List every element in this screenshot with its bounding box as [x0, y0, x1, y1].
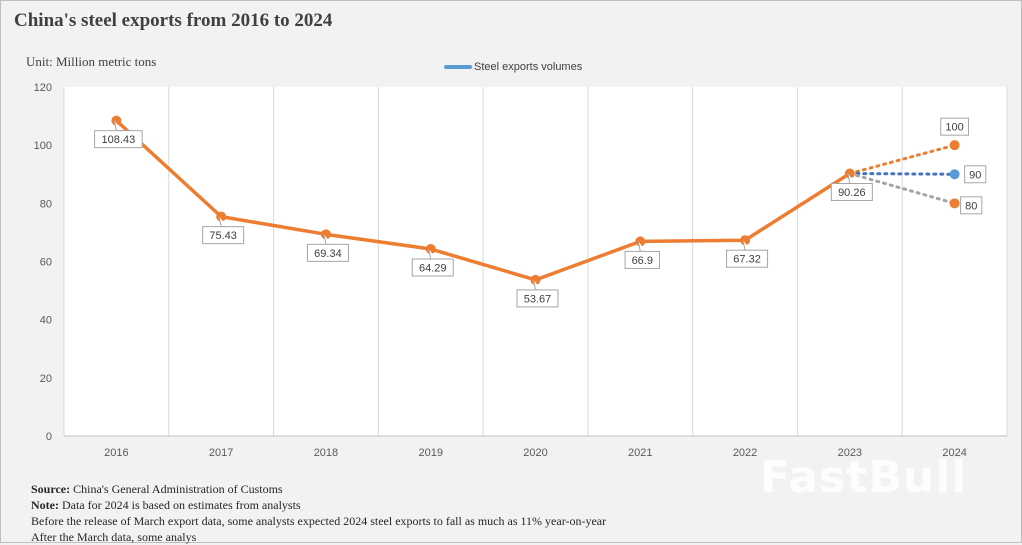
series-line	[115, 119, 851, 282]
source-label: Source:	[31, 482, 71, 496]
legend: Steel exports volumes	[444, 61, 582, 73]
label-box	[940, 117, 970, 136]
data-point	[425, 244, 436, 255]
label-box	[624, 250, 660, 269]
data-point	[530, 274, 541, 285]
y-tick-label: 0	[46, 431, 52, 443]
y-tick-label: 120	[34, 82, 52, 94]
label-text: 80	[965, 200, 977, 212]
label-box	[516, 289, 559, 308]
data-label: 90.26	[830, 173, 873, 201]
estimate-line-mid	[848, 171, 957, 176]
estimate-label-high: 100	[940, 117, 970, 136]
x-tick-label: 2020	[523, 447, 547, 459]
x-tick-label: 2018	[314, 447, 338, 459]
x-tick-label: 2017	[209, 447, 233, 459]
note-line-3: Before the release of March export data,…	[31, 514, 607, 528]
label-box	[306, 243, 349, 262]
y-tick-label: 40	[40, 315, 52, 327]
estimate-point-low	[949, 198, 960, 209]
x-tick-label: 2019	[418, 447, 442, 459]
estimate-label-mid: 90	[964, 165, 987, 184]
data-label: 64.29	[411, 248, 454, 277]
source-line: Source: China's General Administration o…	[31, 481, 606, 497]
chart-title: China's steel exports from 2016 to 2024	[14, 10, 333, 31]
data-point	[216, 211, 227, 222]
estimate-point-high	[949, 140, 960, 151]
y-tick-label: 80	[40, 198, 52, 210]
data-point	[320, 229, 331, 240]
data-label: 66.9	[624, 241, 660, 269]
x-tick-label: 2023	[838, 447, 862, 459]
label-box	[726, 249, 769, 268]
data-label: 75.43	[202, 216, 245, 245]
label-box	[830, 182, 873, 201]
note-label: Note:	[31, 498, 59, 512]
estimate-line-low	[848, 171, 957, 205]
note-line-4: After the March data, some analys	[31, 530, 197, 544]
label-text: 69.34	[314, 248, 342, 260]
label-box	[960, 196, 983, 215]
data-label: 53.67	[516, 279, 559, 308]
y-tick-label: 60	[40, 257, 52, 269]
unit-label: Unit: Million metric tons	[26, 54, 157, 69]
legend-swatch	[444, 65, 472, 69]
legend-label: Steel exports volumes	[474, 61, 583, 73]
label-text: 108.43	[102, 134, 136, 146]
label-text: 64.29	[419, 263, 447, 275]
label-text: 67.32	[733, 254, 761, 266]
x-tick-label: 2016	[104, 447, 128, 459]
label-box	[964, 165, 987, 184]
estimate-label-low: 80	[960, 196, 983, 215]
source-text: China's General Administration of Custom…	[70, 482, 283, 496]
data-point	[635, 236, 646, 247]
label-box	[202, 226, 245, 245]
data-point	[844, 168, 855, 179]
note-line: Note: Data for 2024 is based on estimate…	[31, 497, 606, 513]
label-text: 90.26	[838, 187, 866, 199]
label-text: 100	[945, 122, 963, 134]
label-text: 90	[969, 169, 981, 181]
label-box	[411, 258, 454, 277]
data-point	[740, 235, 751, 246]
data-label: 69.34	[306, 234, 349, 262]
label-text: 53.67	[524, 293, 552, 305]
y-tick-label: 100	[34, 140, 52, 152]
note-text: Data for 2024 is based on estimates from…	[58, 498, 301, 512]
label-box	[94, 130, 143, 149]
estimate-point-mid	[949, 169, 960, 180]
label-text: 66.9	[632, 255, 653, 267]
y-tick-label: 20	[40, 373, 52, 385]
footnotes: Source: China's General Administration o…	[31, 481, 606, 545]
data-label: 67.32	[726, 240, 769, 268]
estimate-line-high	[848, 143, 957, 175]
label-text: 75.43	[209, 230, 237, 242]
plot-area	[64, 87, 1007, 436]
x-tick-label: 2022	[733, 447, 757, 459]
x-tick-label: 2021	[628, 447, 652, 459]
data-point	[111, 115, 122, 126]
data-label: 108.43	[94, 120, 143, 149]
x-tick-label: 2024	[942, 447, 966, 459]
watermark-logo: FastBull	[760, 452, 968, 503]
